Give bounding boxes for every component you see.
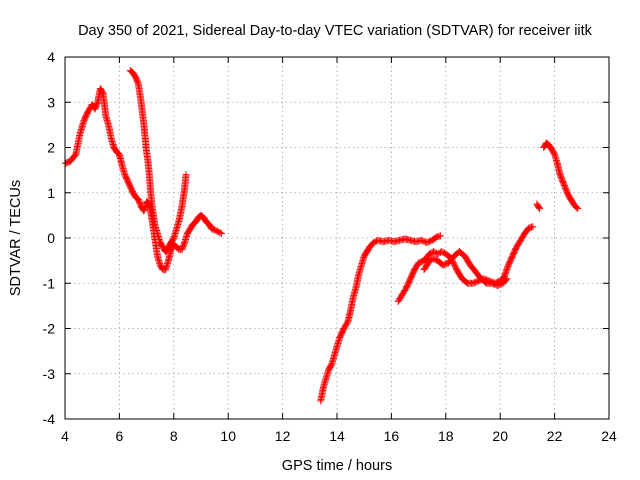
y-tick-label: -2 — [43, 321, 56, 337]
y-tick-label: 0 — [47, 230, 55, 246]
series-pass-1 — [62, 85, 225, 274]
y-tick-label: -1 — [43, 275, 56, 291]
x-tick-label: 12 — [275, 428, 291, 444]
series-pass-6 — [533, 200, 544, 213]
y-axis-label: SDTVAR / TECUs — [8, 180, 24, 296]
x-tick-label: 18 — [438, 428, 454, 444]
grid — [65, 57, 609, 419]
series-pass-4 — [394, 223, 537, 305]
x-axis-label: GPS time / hours — [282, 458, 392, 474]
data-point — [529, 223, 537, 231]
y-tick-label: 1 — [47, 185, 55, 201]
y-tick-label: -4 — [43, 411, 56, 427]
x-tick-label: 8 — [170, 428, 178, 444]
series-pass-5 — [420, 248, 511, 290]
y-tick-label: -3 — [43, 366, 56, 382]
x-tick-label: 6 — [116, 428, 124, 444]
y-tick-label: 4 — [47, 49, 55, 65]
data-point — [536, 205, 544, 213]
x-tick-label: 10 — [220, 428, 236, 444]
plot-frame — [64, 56, 610, 420]
x-tick-label: 20 — [492, 428, 508, 444]
data-point — [182, 171, 190, 179]
x-tick-label: 4 — [61, 428, 69, 444]
x-tick-label: 22 — [547, 428, 563, 444]
plot-area — [62, 67, 582, 405]
x-tick-label: 16 — [384, 428, 400, 444]
data-point — [436, 232, 444, 240]
x-tick-label: 14 — [329, 428, 345, 444]
data-point — [502, 276, 510, 284]
chart-title: Day 350 of 2021, Sidereal Day-to-day VTE… — [78, 23, 593, 39]
data-point — [134, 79, 142, 87]
data-point — [93, 100, 101, 108]
data-point — [217, 229, 225, 237]
data-point — [535, 203, 543, 211]
y-tick-label: 2 — [47, 140, 55, 156]
data-point — [574, 205, 582, 213]
data-point — [216, 229, 224, 237]
data-point — [503, 275, 511, 283]
series-pass-2 — [126, 67, 190, 256]
y-tick-label: 3 — [47, 94, 55, 110]
series-pass-7 — [540, 139, 582, 213]
data-point — [180, 240, 188, 248]
x-tick-label: 24 — [601, 428, 617, 444]
data-point — [573, 203, 581, 211]
series-pass-3 — [317, 232, 444, 405]
